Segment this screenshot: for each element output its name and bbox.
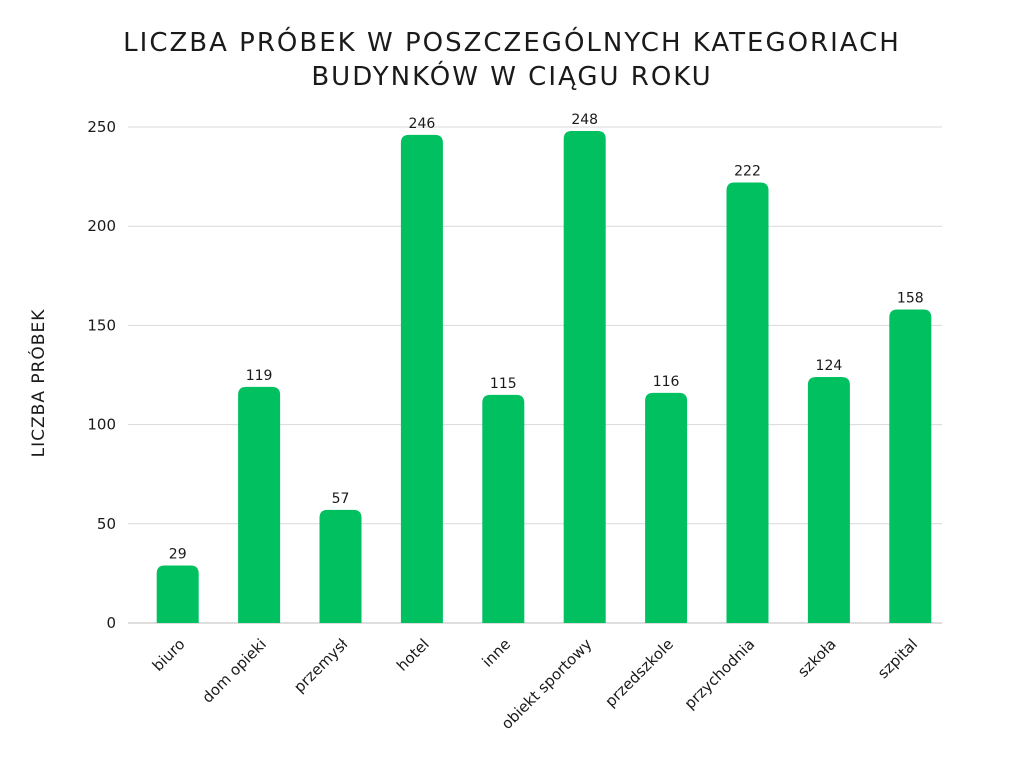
category-label: biuro [149, 635, 189, 675]
bar-biuro [156, 565, 199, 623]
y-tick-label: 200 [87, 217, 116, 235]
bar-obiekt-sportowy [563, 130, 606, 623]
bar-dom-opieki [238, 386, 281, 623]
y-axis-ticks: 0 50 100 150 200 250 [87, 118, 116, 632]
category-label: szkoła [794, 635, 840, 681]
value-label: 158 [897, 291, 924, 307]
value-label: 29 [169, 546, 187, 562]
value-label: 246 [409, 116, 436, 132]
category-label: inne [478, 635, 514, 671]
category-label: przemysł [290, 635, 352, 697]
value-label: 116 [653, 374, 680, 390]
category-label: hotel [393, 635, 433, 675]
bar-szpital [889, 309, 932, 623]
category-label: szpital [874, 635, 921, 682]
bar-przychodnia [726, 182, 769, 623]
bar-hotel [400, 134, 443, 623]
value-labels: 29 119 57 246 115 248 116 222 124 158 [169, 112, 924, 562]
y-tick-label: 150 [87, 316, 116, 334]
category-label: przychodnia [681, 635, 759, 713]
y-tick-label: 100 [87, 416, 116, 434]
chart-title-line-2: BUDYNKÓW W CIĄGU ROKU [311, 62, 713, 92]
value-label: 222 [734, 164, 761, 180]
value-label: 115 [490, 376, 517, 392]
chart-title-line-1: LICZBA PRÓBEK W POSZCZEGÓLNYCH KATEGORIA… [123, 28, 901, 58]
bar-inne [482, 394, 525, 623]
bar-przedszkole [645, 392, 688, 623]
y-axis-title: LICZBA PRÓBEK [27, 309, 49, 458]
y-tick-label: 250 [87, 118, 116, 136]
value-label: 124 [816, 358, 843, 374]
category-label: dom opieki [198, 635, 269, 706]
value-label: 119 [246, 368, 273, 384]
y-tick-label: 0 [106, 614, 116, 632]
bar-przemysł [319, 509, 362, 623]
value-label: 248 [571, 112, 598, 128]
bars [156, 130, 932, 623]
category-label: obiekt sportowy [498, 635, 596, 733]
chart-title: LICZBA PRÓBEK W POSZCZEGÓLNYCH KATEGORIA… [0, 26, 1024, 94]
value-label: 57 [332, 491, 350, 507]
category-label: przedszkole [601, 635, 676, 710]
y-tick-label: 50 [97, 515, 116, 533]
bar-szkoła [807, 376, 850, 623]
